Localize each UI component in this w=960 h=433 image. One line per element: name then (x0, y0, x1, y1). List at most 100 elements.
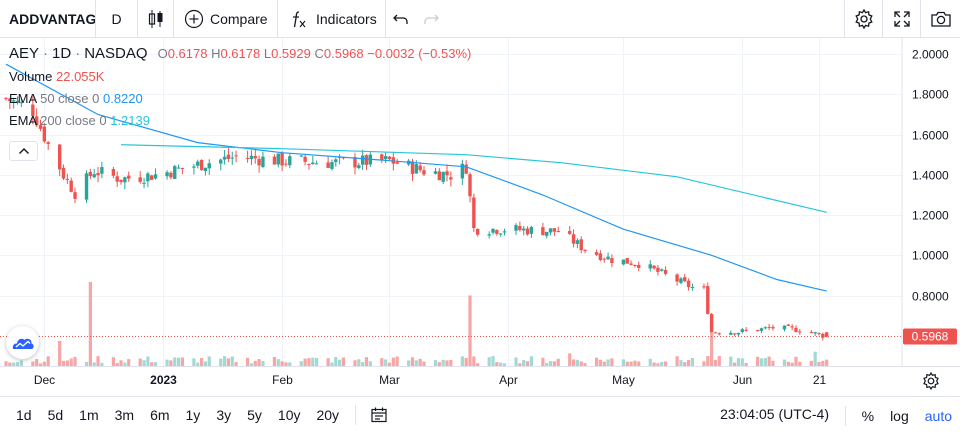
volume-bar (196, 362, 200, 366)
volume-bar (119, 360, 123, 366)
volume-bar (740, 358, 744, 366)
volume-bar (261, 360, 265, 366)
candle-body (759, 328, 764, 331)
ema50-params: 50 close 0 (40, 91, 100, 106)
ema200-legend[interactable]: EMA 200 close 0 1.2139 (9, 113, 471, 128)
close-label: C (314, 46, 324, 61)
indicators-button[interactable]: Indicators (278, 0, 386, 38)
candle-body (487, 234, 491, 236)
price-tick-label: 0.8000 (912, 290, 949, 304)
range-3m[interactable]: 3m (114, 407, 135, 423)
candle-body (150, 175, 154, 180)
legend-collapse-button[interactable] (9, 141, 38, 161)
volume-bar (522, 359, 526, 366)
date-range-button[interactable] (364, 406, 394, 424)
volume-bar (303, 358, 307, 366)
volume-bar (368, 361, 372, 366)
open-value: 0.6178 (167, 46, 208, 61)
percent-scale-toggle[interactable]: % (861, 407, 875, 424)
volume-bar (656, 363, 660, 366)
volume-bar (387, 362, 392, 366)
ema50-value: 0.8220 (102, 91, 143, 106)
low-value: 0.5929 (271, 46, 311, 61)
volume-bar (652, 362, 656, 366)
candle-body (625, 258, 629, 264)
candle-body (568, 231, 572, 234)
candle-body (675, 274, 679, 282)
settings-button[interactable] (844, 0, 882, 38)
volume-bar (736, 358, 741, 366)
candle-body (138, 177, 142, 182)
volume-bar (679, 360, 683, 366)
candle-body (288, 156, 292, 166)
candle-body (437, 171, 442, 181)
undo-icon[interactable] (392, 10, 410, 28)
candle-body (146, 173, 150, 182)
candle-body (199, 159, 204, 171)
volume-bar (288, 362, 292, 366)
candle-body (732, 333, 737, 335)
interval-button[interactable]: D (96, 0, 138, 38)
range-20y[interactable]: 20y (316, 407, 340, 423)
ema50-legend[interactable]: EMA 50 close 0 0.8220 (9, 91, 471, 106)
candle-body (84, 173, 89, 200)
candle-body (219, 159, 223, 164)
brand-logo[interactable] (6, 326, 39, 359)
gear-icon (854, 8, 873, 29)
symbol-search-button[interactable]: ADDVANTAGE (0, 0, 96, 38)
range-10y[interactable]: 10y (277, 407, 301, 423)
candle-body (395, 162, 399, 164)
bottom-toolbar: 1d 5d 1m 3m 6m 1y 3y 5y 10y 20y 23:04:05… (0, 396, 960, 433)
range-5y[interactable]: 5y (247, 407, 262, 423)
volume-bar (744, 363, 748, 366)
top-toolbar: ADDVANTAGE D Compare Indicators (0, 0, 960, 38)
time-tick-label: Apr (499, 373, 518, 387)
price-chart[interactable]: 2.0000 1.8000 1.6000 1.4000 1.2000 1.0000 0.80… (0, 38, 960, 396)
candle-body (272, 156, 277, 165)
candle-body (740, 329, 744, 333)
volume-bar (253, 360, 257, 366)
redo-icon[interactable] (422, 10, 440, 28)
range-1m[interactable]: 1m (79, 407, 99, 423)
fullscreen-button[interactable] (882, 0, 920, 38)
volume-bar (341, 357, 346, 366)
snapshot-button[interactable] (920, 0, 960, 38)
auto-scale-toggle[interactable]: auto (924, 407, 952, 424)
candle-body (633, 264, 637, 266)
price-tick-label: 1.8000 (912, 88, 949, 102)
candle-body (11, 100, 16, 102)
time-axis-settings-button[interactable] (923, 371, 939, 391)
volume-bar (648, 358, 652, 366)
candle-body (245, 157, 250, 159)
volume-bar (790, 362, 794, 366)
chart-legend: AEY · 1D · NASDAQ O0.6178 H0.6178 L0.592… (9, 45, 471, 128)
close-value: 0.5968 (323, 46, 364, 61)
candle-body (383, 156, 388, 160)
ema50-line (5, 63, 827, 292)
log-scale-toggle[interactable]: log (890, 407, 909, 424)
range-3y[interactable]: 3y (216, 407, 232, 423)
volume-bar (514, 357, 518, 366)
time-axis[interactable]: Dec 2023 Feb Mar Apr May Jun 21 (34, 373, 827, 387)
timezone-clock[interactable]: 23:04:05 (UTC-4) (720, 406, 829, 422)
volume-bar (629, 361, 633, 366)
volume-bar (361, 362, 365, 366)
volume-bar (115, 362, 119, 366)
candle-body (314, 163, 319, 165)
range-6m[interactable]: 6m (150, 407, 170, 423)
range-1d[interactable]: 1d (16, 407, 32, 423)
compare-button[interactable]: Compare (174, 0, 278, 38)
candle-body (798, 331, 802, 333)
candle-body (468, 174, 472, 197)
low-label: L (263, 46, 272, 61)
range-5d[interactable]: 5d (47, 407, 64, 423)
chart-type-button[interactable] (138, 0, 174, 38)
volume-bar (169, 360, 173, 366)
candle-body (203, 167, 208, 172)
candle-body (111, 169, 116, 176)
range-1y[interactable]: 1y (185, 407, 201, 423)
volume-legend[interactable]: Volume 22.055K (9, 69, 471, 84)
volume-bar (414, 360, 418, 366)
price-axis[interactable]: 2.0000 1.8000 1.6000 1.4000 1.2000 1.0000 0.80… (912, 48, 949, 304)
candle-body (253, 156, 257, 159)
